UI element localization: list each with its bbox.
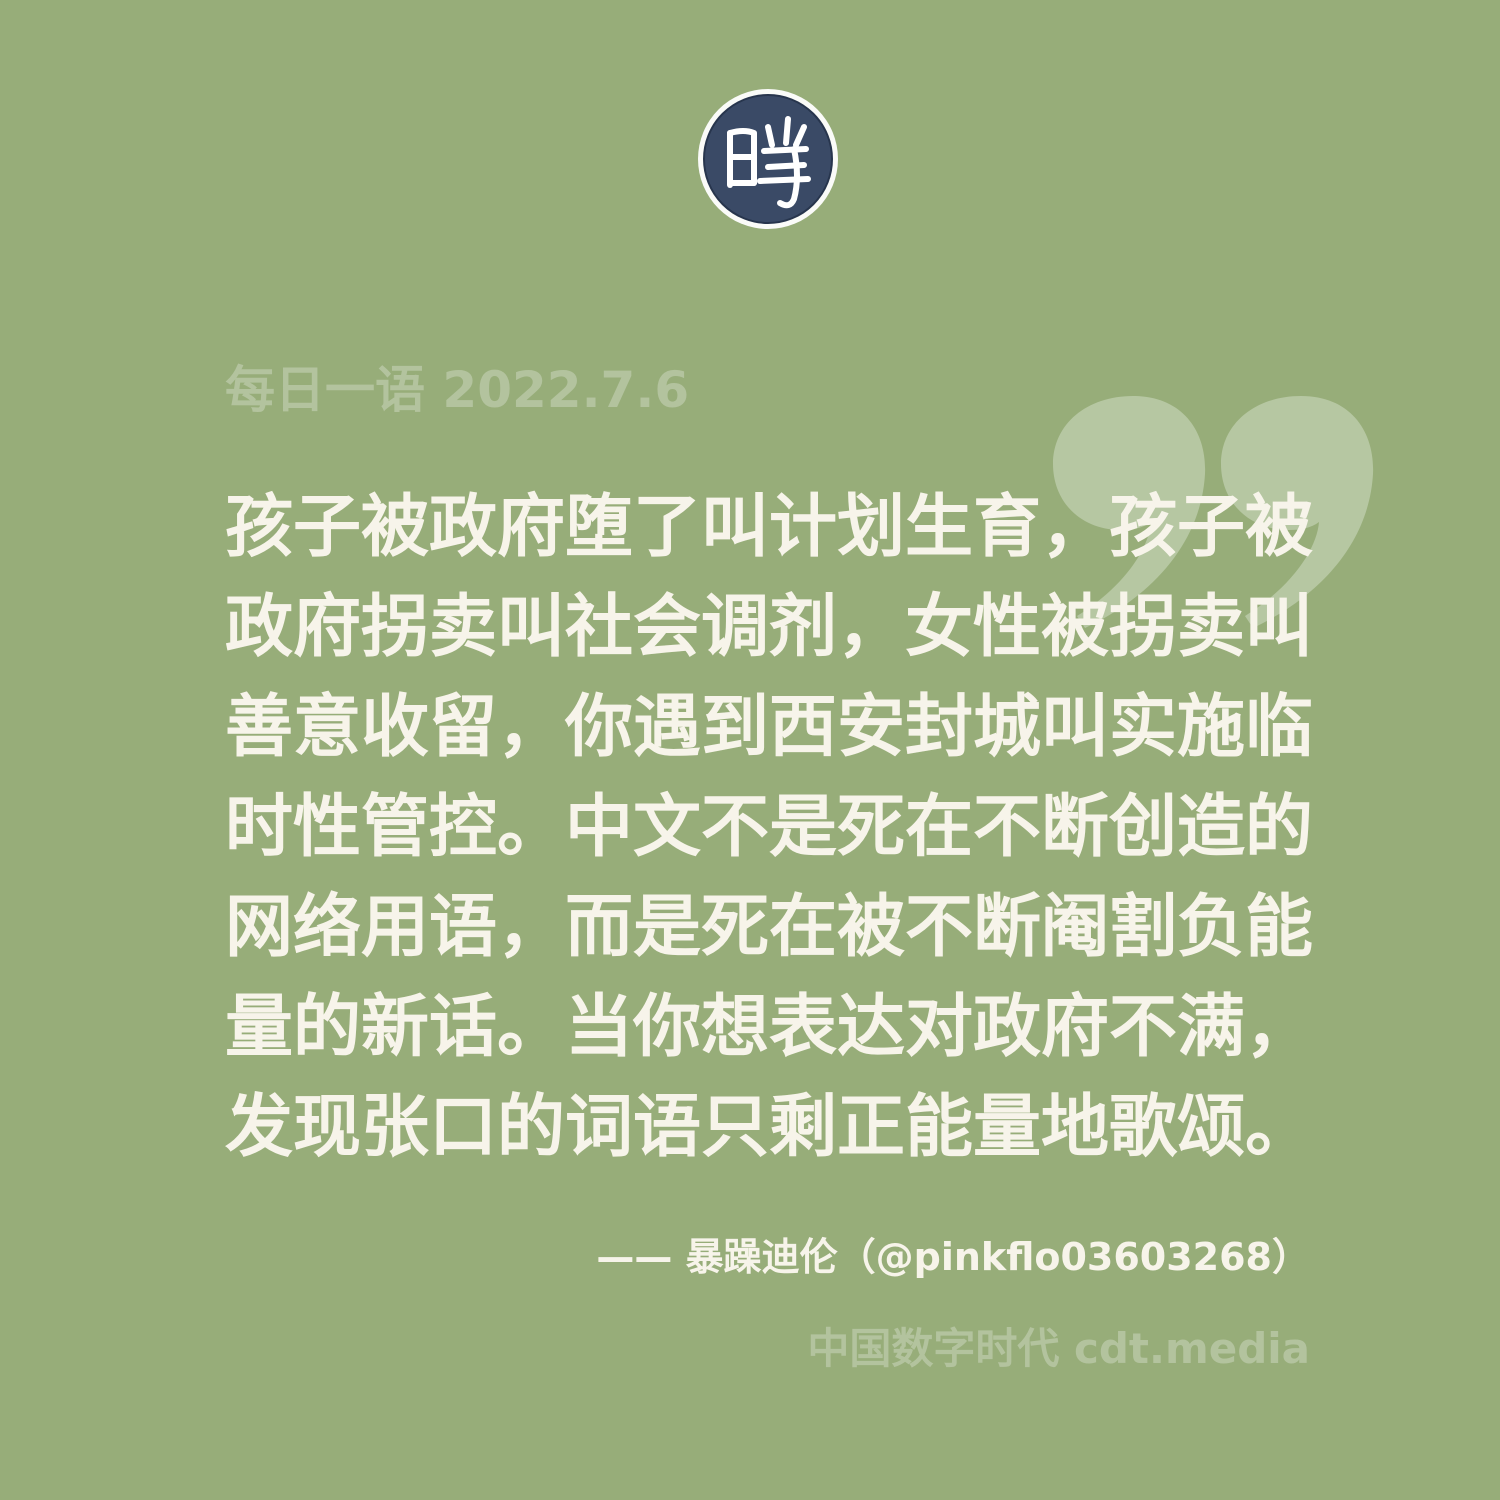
closing-quote-icon: [1045, 392, 1375, 632]
quote-text: 孩子被政府堕了叫计划生育，孩子被 政府拐卖叫社会调剂，女性被拐卖叫 善意收留，你…: [225, 477, 1315, 1177]
daily-quote-date-label: 每日一语 2022.7.6: [225, 361, 690, 419]
seal-logo-icon: [698, 89, 838, 229]
quote-line: 网络用语，而是死在被不断阉割负能: [225, 887, 1314, 967]
quote-line: 善意收留，你遇到西安封城叫实施临: [225, 687, 1314, 767]
quote-line: 发现张口的词语只剩正能量地歌颂。: [225, 1087, 1314, 1167]
source-watermark: 中国数字时代 cdt.media: [807, 1324, 1310, 1373]
quote-line: 时性管控。中文不是死在不断创造的: [225, 787, 1314, 867]
quote-line: 量的新话。当你想表达对政府不满，: [225, 987, 1314, 1067]
quote-line: 孩子被政府堕了叫计划生育，孩子被: [225, 487, 1314, 567]
cdt-logo: [696, 87, 840, 231]
quote-line: 政府拐卖叫社会调剂，女性被拐卖叫: [225, 587, 1314, 667]
quote-attribution: —— 暴躁迪伦（@pinkflo03603268）: [596, 1235, 1310, 1279]
